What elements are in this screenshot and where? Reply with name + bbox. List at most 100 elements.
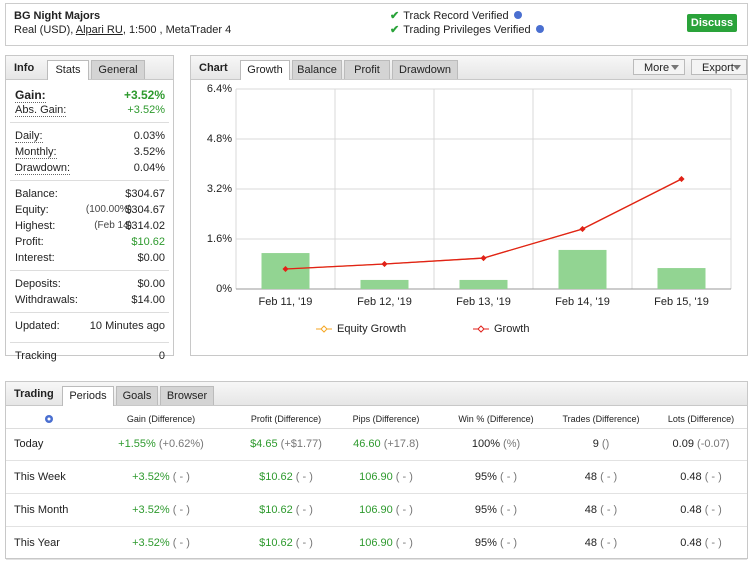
- check-icon: ✔: [390, 24, 400, 36]
- y-tick-label: 4.8%: [207, 133, 232, 145]
- help-icon[interactable]: [513, 11, 522, 19]
- table-cell: 9 (): [546, 438, 656, 450]
- stat-row: Interest: $0.00: [6, 252, 174, 268]
- tab[interactable]: Stats: [47, 60, 89, 80]
- cell-value: 9: [592, 438, 599, 450]
- table-cell: 95% ( - ): [441, 504, 551, 516]
- table-cell: 100% (%): [441, 438, 551, 450]
- stat-row: Balance: $304.67: [6, 188, 174, 204]
- cell-value: $10.62: [259, 537, 293, 549]
- help-icon[interactable]: [535, 25, 544, 33]
- cell-value: 95%: [474, 504, 497, 516]
- cell-diff: ( - ): [704, 537, 722, 549]
- cell-diff: ( - ): [172, 537, 190, 549]
- cell-diff: (+17.8): [383, 438, 419, 450]
- table-cell: 106.90 ( - ): [331, 504, 441, 516]
- tab[interactable]: Goals: [116, 386, 158, 405]
- tab[interactable]: Growth: [240, 60, 290, 80]
- marker: [282, 266, 289, 272]
- stat-label: Abs. Gain:: [15, 104, 67, 117]
- row-label: Today: [14, 438, 44, 450]
- separator: [10, 270, 169, 271]
- column-header: Profit (Difference): [250, 414, 322, 424]
- cell-diff: ( - ): [172, 504, 190, 516]
- tab[interactable]: Browser: [160, 386, 214, 405]
- table-cell: 0.48 ( - ): [646, 537, 750, 549]
- cell-diff: ( - ): [600, 504, 618, 516]
- tab[interactable]: Balance: [292, 60, 342, 79]
- verified-item: ✔ Trading Privileges Verified: [390, 23, 544, 36]
- discuss-button[interactable]: Discuss: [687, 14, 737, 32]
- table-cell: +3.52% ( - ): [106, 537, 216, 549]
- separator: [6, 460, 747, 461]
- menu-button[interactable]: Export: [691, 59, 747, 75]
- separator: [6, 428, 747, 429]
- separator: [10, 342, 169, 343]
- column-header: Lots (Difference): [667, 414, 735, 424]
- marker: [678, 176, 685, 182]
- cell-value: +3.52%: [132, 504, 170, 516]
- stat-row: Highest: (Feb 14) $314.02: [6, 220, 174, 236]
- stat-label: Interest:: [15, 252, 55, 264]
- stat-value: $0.00: [137, 278, 165, 290]
- cell-value: 46.60: [353, 438, 381, 450]
- table-cell: 95% ( - ): [441, 537, 551, 549]
- stat-row: Drawdown: 0.04%: [6, 162, 174, 178]
- cell-value: +1.55%: [118, 438, 156, 450]
- cell-diff: ( - ): [704, 471, 722, 483]
- cell-diff: (%): [503, 438, 521, 450]
- separator: [6, 559, 747, 560]
- stat-value: 0: [158, 350, 165, 362]
- trading-panel: Trading Periods Goals Browser Gain (Differe…: [5, 381, 750, 560]
- stat-value: 0.04%: [133, 162, 165, 174]
- cell-diff: (+$1.77): [280, 438, 322, 450]
- cell-value: 0.09: [672, 438, 694, 450]
- cell-diff: (+0.62%): [158, 438, 204, 450]
- table-cell: 48 ( - ): [546, 471, 656, 483]
- stat-label: Withdrawals:: [15, 294, 78, 306]
- table-cell: 95% ( - ): [441, 471, 551, 483]
- stat-label: Drawdown:: [15, 162, 71, 175]
- menu-button[interactable]: More: [633, 59, 685, 75]
- separator: [6, 493, 747, 494]
- details: , 1:500 , MetaTrader 4: [122, 24, 232, 36]
- cell-value: 95%: [474, 471, 497, 483]
- cell-value: 0.48: [680, 537, 702, 549]
- tab[interactable]: Drawdown: [392, 60, 458, 79]
- x-tick-label: Feb 13, '19: [456, 296, 511, 308]
- stat-row: Gain: +3.52%: [6, 88, 174, 104]
- column-header: Win % (Difference): [458, 414, 534, 424]
- column-header: Trades (Difference): [562, 414, 640, 424]
- chart-panel-title: Chart: [199, 62, 228, 74]
- table-cell: 106.90 ( - ): [331, 471, 441, 483]
- cell-diff: ( - ): [600, 471, 618, 483]
- trading-title: Trading: [14, 388, 54, 400]
- broker-link[interactable]: Alpari RU: [75, 24, 123, 36]
- stat-label: Equity:: [15, 204, 49, 216]
- table-cell: $10.62 ( - ): [231, 504, 341, 516]
- stat-row: Profit: $10.62: [6, 236, 174, 252]
- y-tick-label: 0%: [216, 283, 232, 295]
- marker: [579, 226, 586, 232]
- cell-diff: ( - ): [499, 537, 518, 549]
- tab[interactable]: Profit: [344, 60, 390, 79]
- stat-label: Deposits:: [15, 278, 61, 290]
- x-tick-label: Feb 12, '19: [357, 296, 412, 308]
- cell-value: 106.90: [359, 471, 393, 483]
- cell-value: 48: [584, 537, 598, 549]
- stat-value: $0.00: [137, 252, 165, 264]
- tab[interactable]: General: [91, 60, 145, 79]
- legend-marker: [477, 325, 485, 333]
- tab[interactable]: Periods: [62, 386, 114, 406]
- cell-value: 106.90: [359, 504, 393, 516]
- bar: [360, 279, 409, 289]
- stat-label: Balance:: [15, 188, 58, 200]
- help-icon[interactable]: [44, 414, 54, 424]
- cell-diff: ( - ): [395, 504, 413, 516]
- system-title: BG Night Majors: [14, 10, 101, 22]
- cell-value: +3.52%: [132, 537, 170, 549]
- x-tick-label: Feb 15, '19: [654, 296, 709, 308]
- cell-value: 100%: [471, 438, 500, 450]
- stat-value: $10.62: [131, 236, 165, 248]
- cell-value: 106.90: [359, 537, 393, 549]
